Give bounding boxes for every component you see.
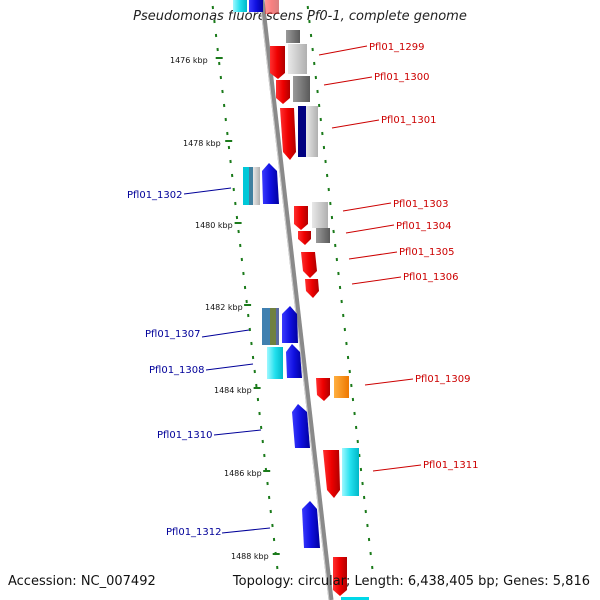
kbp-label: 1482 kbp [205, 303, 243, 312]
gene-box[interactable] [262, 308, 270, 345]
gene-arrow-pfl01-1311[interactable] [323, 450, 340, 498]
leader-line [323, 76, 373, 86]
gene-label[interactable]: Pfl01_1302 [127, 190, 183, 201]
leader-line [183, 187, 232, 195]
leader-line [348, 251, 398, 260]
gene-arrow-pfl01-1304[interactable] [298, 231, 311, 245]
gene-arrow-pfl01-1309[interactable] [316, 378, 330, 401]
gene-arrow[interactable] [333, 557, 347, 596]
gene-box[interactable] [298, 106, 306, 157]
backbone-highlight [259, 0, 330, 600]
gene-label[interactable]: Pfl01_1301 [381, 115, 437, 126]
gene-box[interactable] [286, 30, 300, 43]
kbp-label: 1478 kbp [183, 139, 221, 148]
leader-line [201, 329, 250, 338]
leader-line [372, 464, 422, 472]
leader-line [318, 45, 368, 56]
leader-line [364, 378, 414, 386]
kbp-label: 1476 kbp [170, 56, 208, 65]
map-title: Pseudomonas fluorescens Pf0-1, complete … [133, 9, 467, 24]
gene-label[interactable]: Pfl01_1304 [396, 221, 452, 232]
gene-arrow-pfl01-1303[interactable] [294, 206, 308, 230]
gene-box[interactable] [267, 347, 283, 379]
backbone-line [259, 0, 334, 600]
genome-stats-text: Topology: circular; Length: 6,438,405 bp… [232, 574, 590, 589]
gene-label[interactable]: Pfl01_1305 [399, 247, 455, 258]
kbp-label: 1488 kbp [231, 552, 269, 561]
leader-line [205, 363, 254, 371]
gene-box[interactable] [249, 167, 253, 205]
kbp-label: 1484 kbp [214, 386, 252, 395]
gene-arrow-pfl01-1299[interactable] [270, 46, 285, 79]
gene-box[interactable] [342, 448, 359, 496]
gene-box[interactable] [270, 308, 276, 345]
gene-box[interactable] [288, 44, 307, 74]
gene-box[interactable] [233, 0, 247, 12]
gene-box[interactable] [312, 202, 328, 228]
gene-arrow-pfl01-1306[interactable] [305, 279, 319, 298]
gene-arrow[interactable] [265, 0, 279, 14]
gene-arrow-pfl01-1302[interactable] [262, 163, 279, 204]
gene-arrow-pfl01-1307[interactable] [282, 306, 298, 343]
gene-box[interactable] [306, 106, 318, 157]
gene-arrow-pfl01-1308[interactable] [286, 344, 302, 378]
kbp-label: 1486 kbp [224, 469, 262, 478]
gene-box[interactable] [253, 167, 260, 205]
gene-arrow-pfl01-1300[interactable] [276, 80, 290, 104]
gene-label[interactable]: Pfl01_1307 [145, 329, 201, 340]
gene-label[interactable]: Pfl01_1300 [374, 72, 430, 83]
gene-box[interactable] [316, 228, 330, 243]
gene-box[interactable] [293, 76, 310, 102]
gene-label[interactable]: Pfl01_1308 [149, 365, 205, 376]
kbp-label: 1480 kbp [195, 221, 233, 230]
leader-line [351, 276, 402, 285]
gene-label[interactable]: Pfl01_1310 [157, 430, 213, 441]
gene-arrow-pfl01-1312[interactable] [302, 501, 320, 548]
gene-box[interactable] [341, 597, 369, 600]
leader-line [331, 119, 380, 129]
gene-arrow-pfl01-1305[interactable] [301, 252, 317, 278]
gene-box[interactable] [276, 308, 279, 345]
gene-arrow-pfl01-1301[interactable] [280, 108, 296, 160]
leader-line [213, 429, 262, 436]
gene-label[interactable]: Pfl01_1309 [415, 374, 471, 385]
gene-label[interactable]: Pfl01_1299 [369, 42, 425, 53]
gene-label[interactable]: Pfl01_1303 [393, 199, 449, 210]
gene-label[interactable]: Pfl01_1311 [423, 460, 479, 471]
gene-label[interactable]: Pfl01_1306 [403, 272, 459, 283]
gene-box[interactable] [243, 167, 249, 205]
gene-box[interactable] [334, 376, 349, 398]
gene-label[interactable]: Pfl01_1312 [166, 527, 222, 538]
leader-line [221, 527, 271, 534]
leader-line [342, 202, 392, 212]
accession-text: Accession: NC_007492 [8, 574, 156, 589]
leader-line [345, 224, 395, 234]
gene-box[interactable] [249, 0, 263, 12]
gene-arrow-pfl01-1310[interactable] [292, 404, 310, 448]
